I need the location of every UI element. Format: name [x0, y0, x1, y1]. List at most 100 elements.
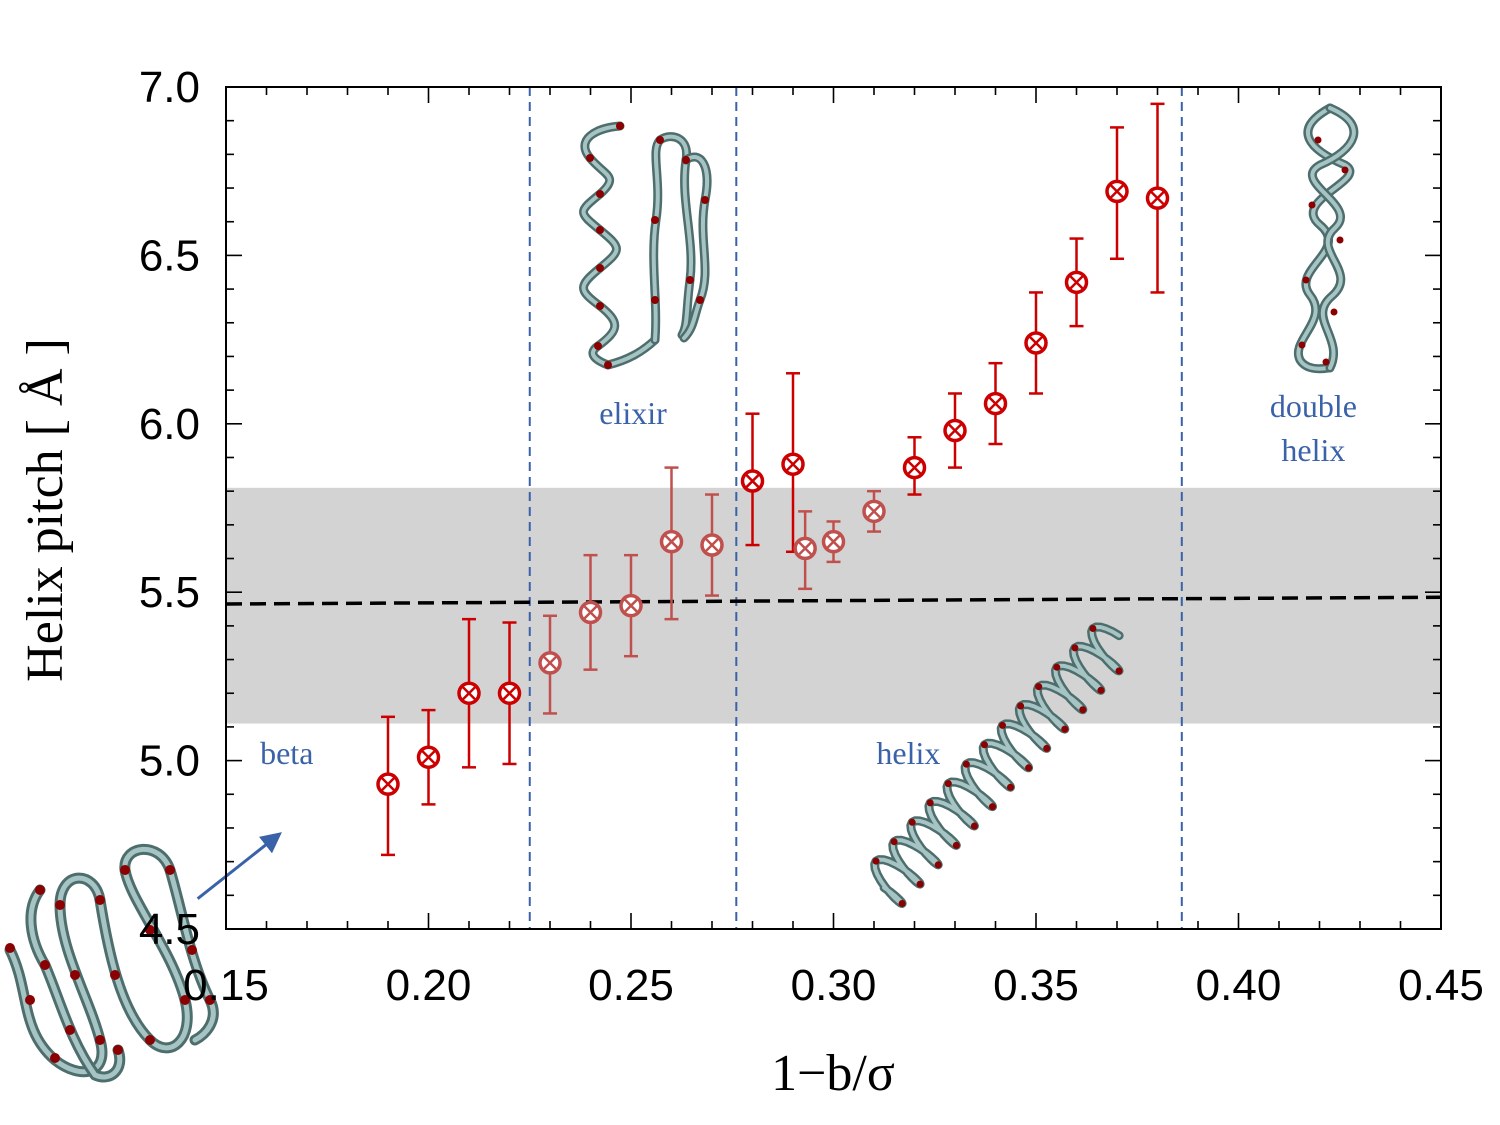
helix-bead: [916, 880, 924, 888]
marker-cross-b: [907, 460, 922, 475]
marker-cross-b: [745, 474, 760, 488]
helix-bead: [970, 822, 978, 830]
y-tick-label: 7.0: [139, 63, 200, 112]
double-helix-structure-illustration: [1293, 103, 1359, 374]
reference-line: [225, 595, 1442, 606]
helix-bead: [999, 721, 1006, 729]
data-point-5: [578, 553, 603, 671]
x-tick-label: 0.25: [588, 961, 674, 1010]
region-annotations: beta elixir helix double helix: [260, 388, 1357, 771]
region-label-0: beta: [260, 735, 313, 771]
data-point-7: [659, 466, 684, 621]
helix-bead: [898, 900, 906, 907]
helix-bead: [1007, 783, 1014, 791]
helix-bead: [1025, 764, 1033, 772]
region-boundary-layer: [528, 87, 1183, 929]
y-tick-labels: 4.5 5.0 5.5 6.0 6.5 7.0: [139, 63, 200, 954]
marker-cross-b: [664, 534, 679, 549]
data-point-17: [1024, 291, 1048, 395]
beta-sheet-structure-illustration: [4, 843, 219, 1083]
data-point-16: [983, 361, 1008, 446]
helix-bead: [1097, 686, 1105, 694]
data-point-10: [781, 372, 805, 554]
data-series-helix-pitch: [376, 102, 1170, 857]
helix-bead: [962, 760, 970, 768]
data-point-0: [376, 715, 400, 857]
helix-bead: [952, 841, 960, 849]
helix-bead: [981, 741, 988, 749]
marker-cross-b: [1029, 336, 1043, 350]
helix-bead: [1115, 667, 1123, 675]
data-point-20: [1145, 102, 1170, 294]
helix-bead: [944, 780, 952, 788]
marker-cross-b: [543, 656, 557, 670]
helix-bead: [1017, 702, 1025, 710]
marker-cross-b: [948, 423, 962, 438]
marker-cross-b: [826, 534, 841, 549]
region-label-4: helix: [1281, 432, 1345, 468]
data-point-6: [619, 553, 643, 658]
data-point-15: [943, 392, 967, 469]
helix-bead: [872, 857, 880, 865]
alpha-helix-structure-illustration: [870, 622, 1124, 908]
helix-bead: [1043, 744, 1051, 752]
marker-cross-b: [421, 750, 436, 765]
y-tick-label: 5.0: [139, 737, 200, 786]
marker-cross-b: [1069, 275, 1084, 290]
x-tick-label: 0.30: [791, 961, 877, 1010]
data-point-8: [700, 493, 724, 597]
data-point-12: [821, 520, 846, 564]
marker-cross-b: [867, 504, 881, 519]
y-tick-label: 6.0: [139, 400, 200, 449]
helix-bead: [908, 818, 916, 826]
region-label-2: helix: [876, 735, 940, 771]
reference-line-layer: [225, 595, 1442, 606]
marker-cross-b: [583, 605, 598, 620]
helix-bead: [890, 838, 898, 846]
x-tick-label: 0.35: [993, 961, 1079, 1010]
x-tick-label: 0.40: [1196, 961, 1282, 1010]
x-tick-label: 0.45: [1398, 961, 1484, 1010]
region-label-1: elixir: [599, 395, 667, 431]
y-tick-label: 6.5: [139, 231, 200, 280]
y-tick-label: 5.5: [139, 568, 200, 617]
beta-arrow: [196, 832, 282, 900]
data-point-1: [416, 708, 441, 806]
helix-bead: [1079, 706, 1087, 714]
helix-bead: [1035, 683, 1043, 691]
helix-bead: [934, 861, 942, 869]
marker-cross-b: [1110, 184, 1124, 199]
marker-cross-b: [462, 686, 476, 701]
axis-ticks: [225, 86, 1442, 930]
region-label-3: double: [1270, 388, 1357, 424]
helix-bead: [1053, 663, 1061, 671]
beta-arrow-line: [196, 832, 282, 900]
marker-cross-b: [624, 598, 638, 613]
data-point-9: [740, 412, 765, 547]
helix-bead: [1071, 644, 1079, 652]
marker-cross-b: [988, 396, 1003, 411]
elixir-structure-illustration: [579, 121, 712, 370]
data-point-4: [538, 614, 562, 715]
marker-cross-b: [786, 457, 800, 472]
data-point-3: [497, 621, 522, 766]
marker-cross-b: [705, 538, 719, 552]
helix-bead: [926, 799, 934, 807]
helix-bead: [1061, 725, 1069, 733]
helix-bead: [1089, 625, 1097, 632]
y-tick-label: 4.5: [139, 905, 200, 954]
x-tick-label: 0.15: [183, 961, 269, 1010]
data-point-18: [1064, 237, 1089, 328]
data-point-2: [457, 617, 481, 769]
data-point-13: [862, 489, 886, 533]
marker-cross-b: [502, 686, 517, 701]
data-point-14: [902, 436, 927, 496]
helix-bead: [989, 803, 996, 811]
marker-cross-b: [381, 777, 395, 792]
marker-cross-b: [798, 541, 813, 556]
x-axis-title: 1−b/σ: [771, 1045, 895, 1102]
x-tick-label: 0.20: [386, 961, 472, 1010]
data-point-11: [793, 510, 817, 591]
marker-cross-b: [1150, 191, 1165, 206]
